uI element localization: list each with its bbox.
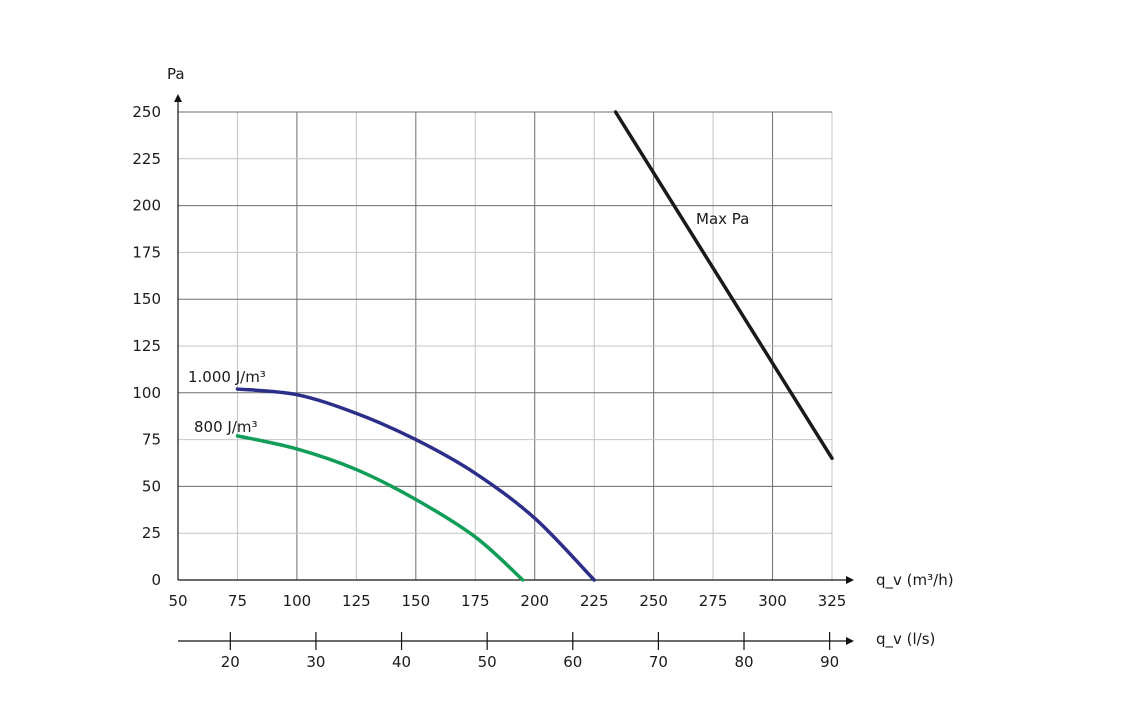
- series-label-1000: 1.000 J/m³: [188, 368, 266, 386]
- x-tick-label: 100: [283, 592, 312, 610]
- series-line-0: [235, 387, 596, 582]
- x2-axis-arrow: [846, 637, 854, 645]
- chart-labels: Pa q_v (m³/h) q_v (l/s) 1.000 J/m³ 800 J…: [167, 65, 954, 649]
- x2-tick-label: 70: [649, 653, 668, 671]
- x2-tick-label: 80: [734, 653, 753, 671]
- y-tick-label: 125: [132, 337, 161, 355]
- y-tick-label: 225: [132, 150, 161, 168]
- x-tick-label: 150: [401, 592, 430, 610]
- series-label-800: 800 J/m³: [194, 418, 258, 436]
- y-axis-label: Pa: [167, 65, 185, 83]
- x-tick-label: 75: [228, 592, 247, 610]
- y-tick-label: 100: [132, 384, 161, 402]
- x2-tick-label: 90: [820, 653, 839, 671]
- x2-tick-label: 60: [563, 653, 582, 671]
- x-tick-label: 200: [520, 592, 549, 610]
- x-tick-label: 50: [168, 592, 187, 610]
- x-tick-label: 225: [580, 592, 609, 610]
- x2-tick-label: 20: [221, 653, 240, 671]
- y-tick-label: 25: [142, 524, 161, 542]
- series-line-1: [235, 434, 525, 582]
- x2-tick-label: 30: [306, 653, 325, 671]
- x-tick-label: 300: [758, 592, 787, 610]
- y-tick-label: 150: [132, 290, 161, 308]
- x-tick-label: 125: [342, 592, 371, 610]
- chart-ticks: 0 25 50 75 100 125 150 175 200 225 250 50 75 100 125 15…: [132, 103, 846, 671]
- y-tick-label: 250: [132, 103, 161, 121]
- y-tick-label: 75: [142, 431, 161, 449]
- series-line-2: [613, 110, 834, 461]
- series-label-max-pa: Max Pa: [696, 210, 749, 228]
- x-tick-label: 175: [461, 592, 490, 610]
- y-axis-arrow: [174, 94, 182, 102]
- x-tick-label: 325: [818, 592, 847, 610]
- x2-axis-label: q_v (l/s): [876, 630, 935, 649]
- x-axis-arrow: [846, 576, 854, 584]
- chart-axes: [174, 94, 854, 645]
- x-tick-label: 250: [639, 592, 668, 610]
- chart-series: [235, 110, 834, 582]
- y-tick-label: 200: [132, 197, 161, 215]
- x2-tick-label: 50: [478, 653, 497, 671]
- y-tick-label: 0: [151, 571, 161, 589]
- y-tick-label: 50: [142, 477, 161, 495]
- y-tick-label: 175: [132, 243, 161, 261]
- chart-grid: [178, 111, 833, 580]
- x-tick-label: 275: [699, 592, 728, 610]
- x-axis-label: q_v (m³/h): [876, 571, 954, 590]
- x2-tick-label: 40: [392, 653, 411, 671]
